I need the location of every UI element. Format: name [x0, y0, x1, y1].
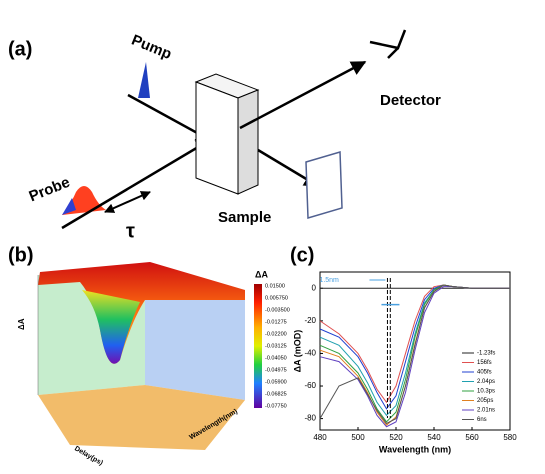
y-tick-label: -80 — [304, 414, 316, 423]
x-tick-label: 560 — [465, 433, 479, 442]
colorbar-tick-label: 0.005750 — [265, 295, 288, 301]
legend-label: 2.01ns — [477, 408, 495, 414]
delay-label: τ — [126, 220, 135, 242]
panel-label: (b) — [8, 244, 34, 266]
colorbar-tick-label: -0.04050 — [265, 355, 287, 361]
colorbar-tick-label: -0.02200 — [265, 331, 287, 337]
pump-pulse — [138, 62, 150, 98]
annotation: 1.5nm — [319, 277, 339, 284]
x-axis-label: Delay(ps) — [73, 445, 104, 467]
colorbar-tick-label: 0.01500 — [265, 283, 285, 289]
probe-pulse-blue — [62, 198, 76, 215]
panel-label: (c) — [290, 244, 314, 266]
x-tick-label: 520 — [389, 433, 403, 442]
sample-side — [237, 89, 259, 195]
delay-arrow — [104, 191, 151, 213]
legend-label: 6ns — [477, 417, 487, 423]
beam-block — [305, 151, 343, 219]
panel-c: (c) 480 500 520 540 560 580 0 -20 -40 -60 -80 Wavel… — [290, 244, 517, 454]
floor — [38, 385, 245, 450]
colorbar-title: ΔA — [255, 269, 268, 279]
colorbar-ticks: 0.01500 0.005750 -0.003500 -0.01275 -0.02200… — [265, 283, 290, 409]
panel-a: (a) Pump Probe τ Sample Detector — [8, 29, 441, 242]
legend-label: 205ps — [477, 398, 493, 404]
y-tick-label: -40 — [304, 349, 316, 358]
transmitted-beam — [239, 60, 367, 130]
colorbar-tick-label: -0.06825 — [265, 391, 287, 397]
x-tick-label: 480 — [313, 433, 327, 442]
colorbar-tick-label: -0.04975 — [265, 367, 287, 373]
plot-frame — [319, 271, 511, 431]
data-line — [319, 286, 510, 428]
x-tick-label: 500 — [351, 433, 365, 442]
colorbar-tick-label: -0.05900 — [265, 379, 287, 385]
y-tick-label: -60 — [304, 381, 316, 390]
colorbar — [254, 284, 262, 408]
side-wall — [145, 275, 245, 400]
surface-dip — [82, 290, 140, 364]
x-tick-label: 540 — [427, 433, 441, 442]
data-line — [319, 284, 510, 425]
x-axis-label: Wavelength (nm) — [379, 444, 451, 454]
surface — [38, 262, 245, 364]
legend-label: 10.3ps — [477, 389, 495, 395]
detector-label: Detector — [380, 92, 441, 109]
sample-front — [195, 81, 239, 195]
panel-label: (a) — [8, 38, 32, 60]
legend-label: 405fs — [477, 370, 492, 376]
detector-icon — [369, 29, 407, 59]
colorbar-tick-label: -0.07750 — [265, 403, 287, 409]
legend-label: -1.23fs — [477, 351, 495, 357]
legend-label: 156fs — [477, 360, 492, 366]
z-axis-label: ΔA — [17, 318, 26, 330]
legend-label: 2.04ps — [477, 379, 495, 385]
pump-label: Pump — [129, 32, 174, 63]
probe-beam — [61, 138, 212, 230]
colorbar-tick-label: -0.01275 — [265, 319, 287, 325]
x-tick-label: 580 — [503, 433, 517, 442]
sample-label: Sample — [218, 209, 271, 226]
probe-label: Probe — [27, 174, 73, 206]
colorbar-tick-label: -0.03125 — [265, 343, 287, 349]
colorbar-tick-label: -0.003500 — [265, 307, 290, 313]
y-tick-label: 0 — [312, 283, 317, 292]
y-tick-label: -20 — [304, 316, 316, 325]
panel-b: (b) ΔA Delay(ps) Wavelength(nm) ΔA 0.015… — [8, 244, 290, 467]
y-axis-label: ΔA (mOD) — [292, 330, 302, 373]
